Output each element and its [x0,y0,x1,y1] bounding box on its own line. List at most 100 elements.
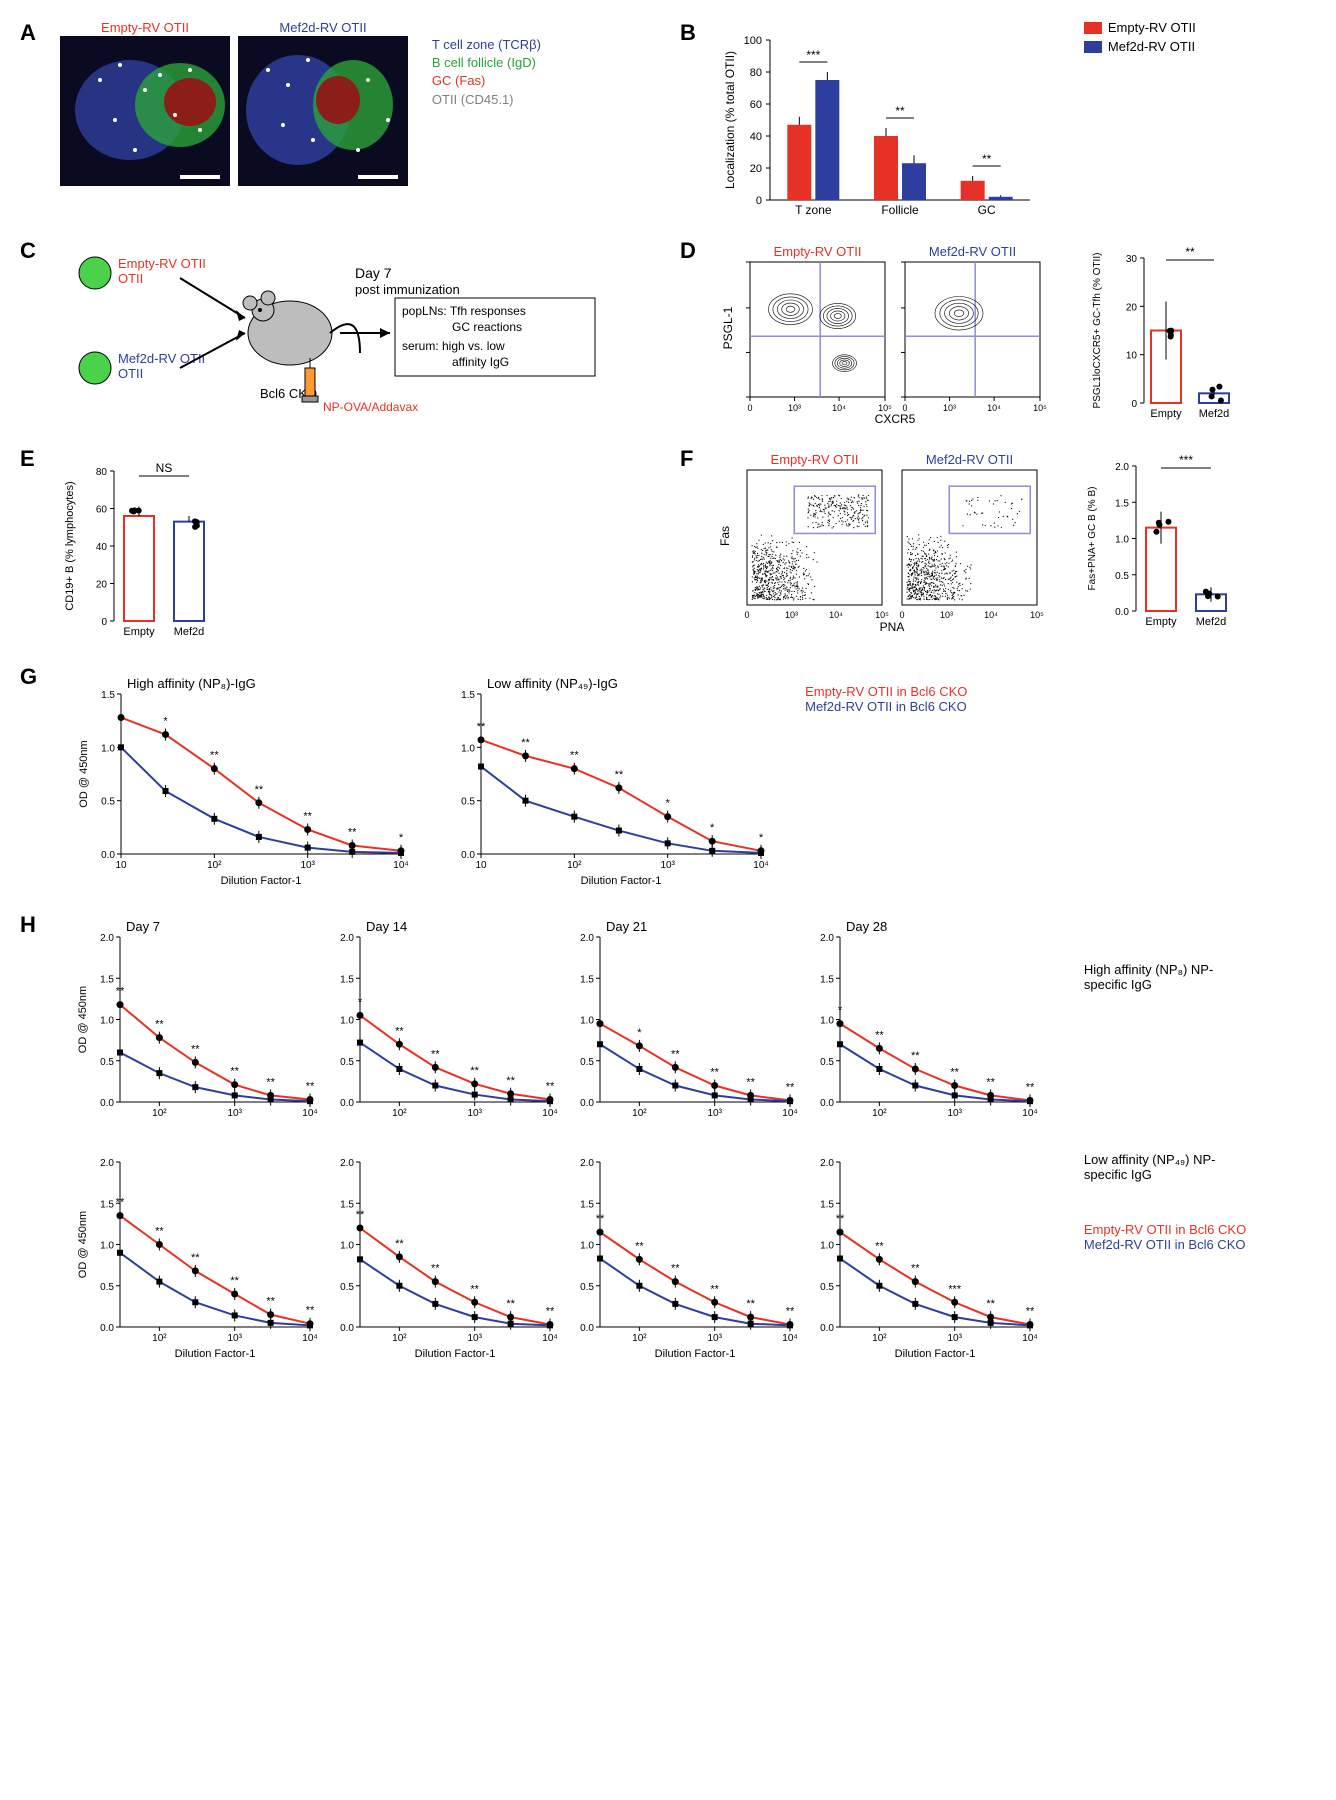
svg-text:PSGL-1: PSGL-1 [721,306,735,349]
svg-text:Day 21: Day 21 [606,919,647,934]
svg-text:T zone: T zone [795,203,832,217]
svg-text:0: 0 [747,403,752,413]
svg-text:**: ** [155,1019,164,1031]
svg-text:**: ** [710,1283,719,1295]
svg-text:10²: 10² [632,1108,647,1119]
svg-text:1.0: 1.0 [101,743,115,754]
svg-text:10⁴: 10⁴ [753,860,768,871]
svg-text:2.0: 2.0 [340,933,354,944]
svg-text:**: ** [506,1298,515,1310]
svg-text:0: 0 [900,610,905,620]
svg-text:10³: 10³ [707,1333,722,1344]
svg-text:10: 10 [476,860,488,871]
panel-F: F Empty-RV OTII010³10⁴10⁵Mef2d-RV OTII01… [680,446,1316,646]
svg-text:Dilution Factor-1: Dilution Factor-1 [175,1348,256,1360]
svg-text:***: *** [1179,453,1193,467]
svg-text:**: ** [116,986,125,998]
svg-text:1.5: 1.5 [100,1199,114,1210]
svg-text:0.0: 0.0 [580,1323,594,1334]
svg-text:Empty-RV OTII: Empty-RV OTII [773,244,861,259]
svg-text:**: ** [304,810,313,822]
svg-text:**: ** [230,1066,239,1078]
H-rowtitle-1: Low affinity (NP₄₉) NP-specific IgG [1084,1152,1234,1182]
svg-text:OD @ 450nm: OD @ 450nm [78,740,90,807]
svg-text:2.0: 2.0 [820,1158,834,1169]
svg-text:0: 0 [101,617,107,628]
svg-text:Empty-RV OTII: Empty-RV OTII [771,452,859,467]
svg-text:Mef2d: Mef2d [1199,408,1230,420]
svg-text:**: ** [986,1076,995,1088]
svg-text:10³: 10³ [227,1108,242,1119]
svg-text:CXCR5: CXCR5 [875,412,916,426]
svg-text:*: * [164,716,169,728]
svg-text:OD @ 450nm: OD @ 450nm [77,986,89,1053]
svg-text:1.0: 1.0 [580,1016,594,1027]
svg-text:**: ** [255,784,264,796]
panel-H-label: H [20,912,36,938]
svg-text:***: *** [948,1283,962,1295]
svg-text:0: 0 [745,610,750,620]
svg-text:2.0: 2.0 [100,933,114,944]
svg-text:0.5: 0.5 [340,1282,354,1293]
panel-F-label: F [680,446,693,472]
svg-text:80: 80 [750,67,762,79]
svg-text:10⁵: 10⁵ [1031,610,1045,620]
svg-text:GC: GC [978,203,996,217]
C-box-0: popLNs: Tfh responses [402,304,526,318]
B-legend-0: Empty-RV OTII [1108,20,1196,35]
panel-A-label: A [20,20,36,46]
svg-text:*: * [399,832,404,844]
svg-text:10⁴: 10⁴ [830,610,844,620]
svg-text:10⁴: 10⁴ [985,610,999,620]
svg-text:2.0: 2.0 [1116,462,1130,473]
svg-text:1.5: 1.5 [820,1199,834,1210]
svg-text:1.0: 1.0 [1116,535,1130,546]
svg-text:**: ** [431,1263,440,1275]
svg-text:0.0: 0.0 [340,1323,354,1334]
svg-text:10³: 10³ [467,1333,482,1344]
svg-text:**: ** [546,1306,555,1318]
svg-text:Fas+PNA+ GC B (% B): Fas+PNA+ GC B (% B) [1087,487,1098,591]
svg-text:Dilution Factor-1: Dilution Factor-1 [581,875,662,887]
panel-G: G High affinity (NP₈)-IgG0.00.51.01.5101… [20,664,1316,894]
bar-F: 0.00.51.01.52.0Fas+PNA+ GC B (% B)EmptyM… [1081,446,1261,636]
svg-text:Mef2d: Mef2d [173,626,204,638]
svg-text:2.0: 2.0 [100,1158,114,1169]
svg-text:30: 30 [1126,254,1138,265]
svg-text:1.0: 1.0 [100,1016,114,1027]
panel-G-legend: Empty-RV OTII in Bcl6 CKO Mef2d-RV OTII … [805,684,967,714]
panel-C: C Empty-RV OTII OTII Mef2d-RV OTII OTII … [20,238,656,428]
svg-text:**: ** [710,1067,719,1079]
svg-text:**: ** [470,1283,479,1295]
C-box-1: GC reactions [452,320,522,334]
svg-text:10⁴: 10⁴ [832,403,846,413]
svg-text:**: ** [1026,1306,1035,1318]
curves-H: Day 70.00.51.01.52.010²10³10⁴***********… [60,912,1060,1382]
svg-text:**: ** [191,1252,200,1264]
panel-D-label: D [680,238,696,264]
svg-text:Empty: Empty [123,626,155,638]
svg-text:NS: NS [155,461,172,475]
microscopy-empty: Empty-RV OTII [60,20,230,190]
svg-text:10⁴: 10⁴ [302,1333,317,1344]
svg-text:PNA: PNA [880,620,905,634]
svg-text:**: ** [875,1240,884,1252]
panel-G-label: G [20,664,37,690]
svg-text:**: ** [570,750,579,762]
A-right-header: Mef2d-RV OTII [279,20,366,35]
svg-text:1.5: 1.5 [100,974,114,985]
svg-text:2.0: 2.0 [580,933,594,944]
H-rowtitle-0: High affinity (NP₈) NP-specific IgG [1084,962,1234,992]
B-legend-1: Mef2d-RV OTII [1108,39,1195,54]
svg-text:0.5: 0.5 [461,797,475,808]
svg-text:10²: 10² [152,1333,167,1344]
svg-text:1.0: 1.0 [340,1241,354,1252]
svg-text:40: 40 [750,131,762,143]
C-empty: Empty-RV OTII [118,256,206,271]
C-box-3: affinity IgG [452,355,509,369]
svg-text:1.0: 1.0 [461,743,475,754]
svg-text:1.0: 1.0 [100,1241,114,1252]
svg-text:**: ** [671,1048,680,1060]
C-box-2: serum: high vs. low [402,339,505,353]
svg-text:**: ** [786,1081,795,1093]
